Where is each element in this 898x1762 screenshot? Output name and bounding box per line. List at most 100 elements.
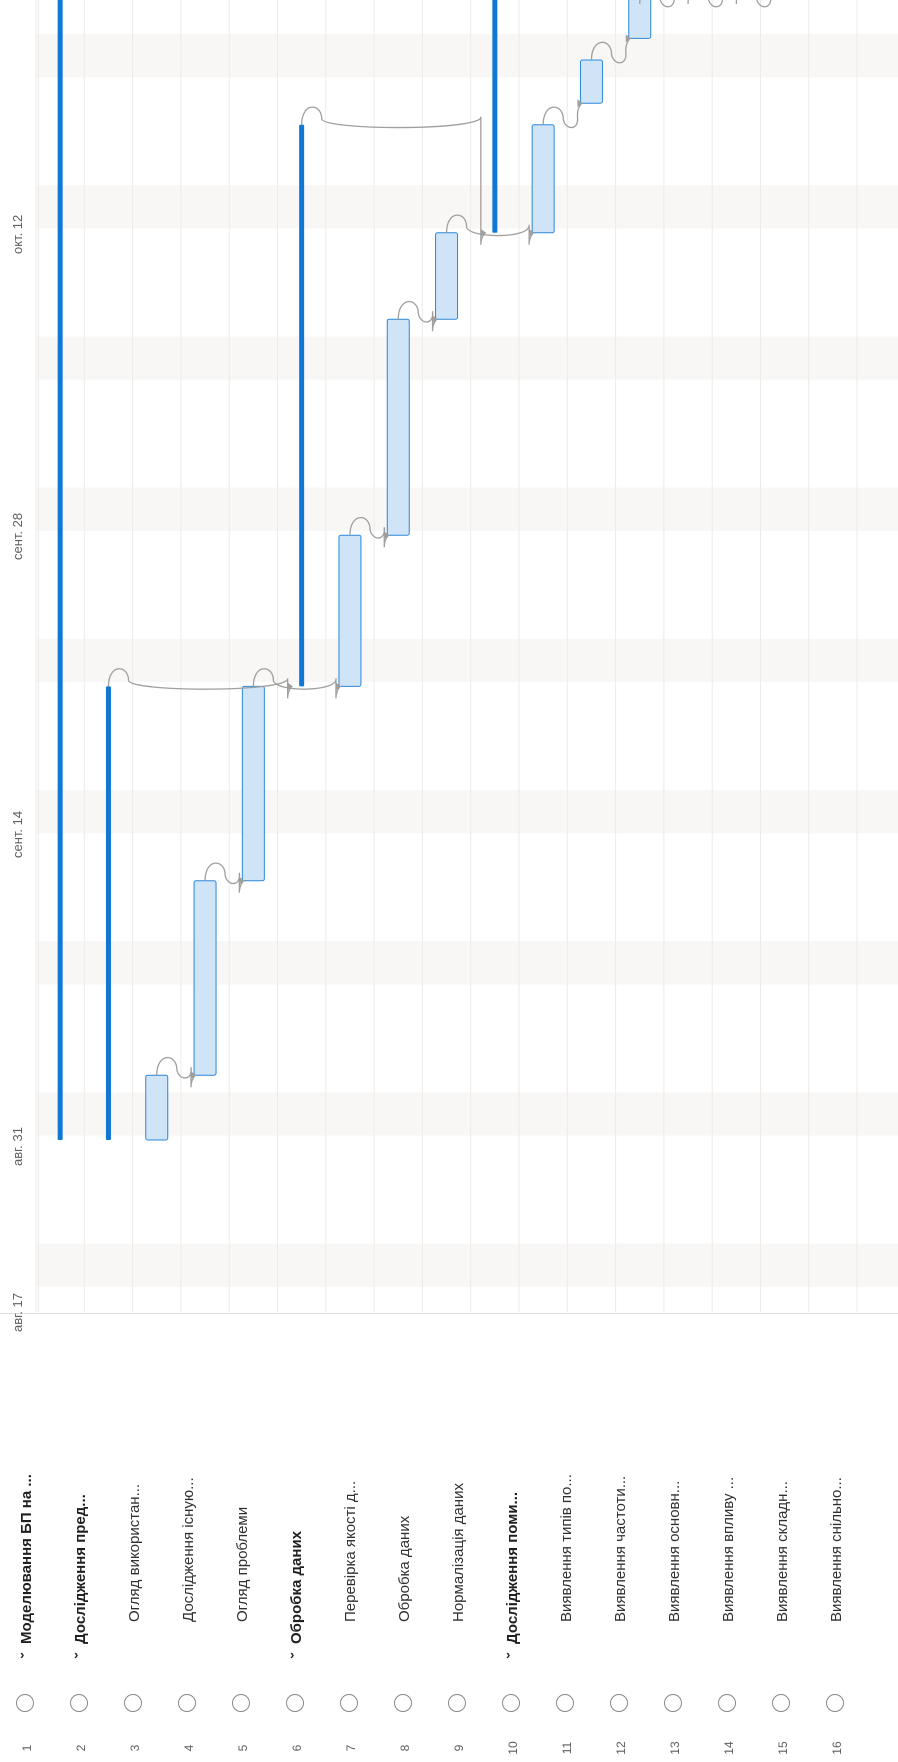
dependency-connector xyxy=(639,0,680,8)
task-row[interactable]: 12 Виявлення частоти... xyxy=(594,1312,648,1762)
task-name-text: Дослідження пред... xyxy=(72,1494,89,1644)
task-complete-checkbox[interactable] xyxy=(286,1694,304,1712)
chevron-down-icon[interactable]: › xyxy=(20,1647,25,1662)
gantt-chart xyxy=(35,0,898,1312)
weekend-band xyxy=(36,790,898,834)
row-number: 3 xyxy=(128,1744,142,1752)
task-bar xyxy=(386,318,410,536)
task-complete-checkbox[interactable] xyxy=(664,1694,682,1712)
dependency-arrow xyxy=(335,682,341,691)
date-label-sep-14: сент. 14 xyxy=(10,810,25,858)
task-row[interactable]: 11 Виявлення типів по... xyxy=(540,1312,594,1762)
task-row[interactable]: 16 Виявлення снільно... xyxy=(810,1312,864,1762)
task-name[interactable]: Виявлення складн... xyxy=(756,1481,810,1622)
task-complete-checkbox[interactable] xyxy=(340,1694,358,1712)
weekend-band xyxy=(36,34,898,78)
task-name[interactable]: › Дослідження пред... xyxy=(54,1494,108,1662)
task-grid: 1 › Моделювання БП на ... 2 › Дослідження пре… xyxy=(0,1312,898,1762)
summary-bar xyxy=(57,0,63,1140)
row-number: 8 xyxy=(398,1744,412,1752)
task-complete-checkbox[interactable] xyxy=(232,1694,250,1712)
task-name[interactable]: Виявлення снільно... xyxy=(810,1477,864,1622)
task-complete-checkbox[interactable] xyxy=(502,1694,520,1712)
row-number: 4 xyxy=(182,1744,196,1752)
task-complete-checkbox[interactable] xyxy=(16,1694,34,1712)
task-row[interactable]: 2 › Дослідження пред... xyxy=(54,1312,108,1762)
task-row[interactable]: 5 Огляд проблеми xyxy=(216,1312,270,1762)
grid-divider[interactable] xyxy=(0,1313,898,1314)
task-name[interactable]: Перевірка якості д... xyxy=(324,1481,378,1622)
dependency-connector xyxy=(735,0,776,8)
task-name[interactable]: Обробка даних xyxy=(378,1516,432,1622)
dependency-connector xyxy=(445,214,535,245)
task-row[interactable]: 10 › Дослідження поми... xyxy=(486,1312,540,1762)
task-name[interactable]: Огляд використан... xyxy=(108,1484,162,1622)
row-number: 13 xyxy=(668,1741,682,1755)
chevron-down-icon[interactable]: › xyxy=(74,1647,79,1662)
task-complete-checkbox[interactable] xyxy=(610,1694,628,1712)
row-number: 6 xyxy=(290,1744,304,1752)
summary-bar xyxy=(492,0,498,233)
task-name[interactable]: Нормалізація даних xyxy=(432,1483,486,1622)
row-number: 15 xyxy=(776,1741,790,1755)
task-name-text: Нормалізація даних xyxy=(450,1483,467,1622)
task-row[interactable]: 13 Виявлення основн... xyxy=(648,1312,702,1762)
task-row[interactable]: 14 Виявлення впливу ... xyxy=(702,1312,756,1762)
task-name[interactable]: Виявлення основн... xyxy=(648,1481,702,1622)
task-complete-checkbox[interactable] xyxy=(124,1694,142,1712)
task-name-text: Огляд проблеми xyxy=(234,1506,251,1622)
task-row[interactable]: 15 Виявлення складн... xyxy=(756,1312,810,1762)
task-complete-checkbox[interactable] xyxy=(178,1694,196,1712)
task-complete-checkbox[interactable] xyxy=(556,1694,574,1712)
task-bar xyxy=(145,1074,169,1141)
task-complete-checkbox[interactable] xyxy=(718,1694,736,1712)
task-name-text: Моделювання БП на ... xyxy=(18,1474,35,1644)
dependency-arrow xyxy=(625,34,631,43)
task-row[interactable]: 1 › Моделювання БП на ... xyxy=(0,1312,54,1762)
task-name-text: Огляд використан... xyxy=(126,1483,143,1622)
weekend-band xyxy=(36,1092,898,1136)
task-bar xyxy=(193,880,217,1076)
weekend-band xyxy=(36,638,898,683)
task-name-text: Обробка даних xyxy=(396,1515,413,1622)
timeline-header: авг. 17 авг. 31 сент. 14 сент. 28 окт. 1… xyxy=(0,0,39,1332)
row-number: 5 xyxy=(236,1744,250,1752)
task-complete-checkbox[interactable] xyxy=(70,1694,88,1712)
chevron-down-icon[interactable]: › xyxy=(506,1647,511,1662)
task-name[interactable]: Виявлення типів по... xyxy=(540,1474,594,1622)
row-number: 10 xyxy=(506,1741,520,1755)
task-name[interactable]: ›Обробка даних xyxy=(270,1531,324,1662)
task-name[interactable]: › Дослідження поми... xyxy=(486,1492,540,1662)
dependency-arrow xyxy=(480,228,486,237)
task-name[interactable]: › Моделювання БП на ... xyxy=(0,1474,54,1662)
dependency-arrow xyxy=(384,531,390,540)
task-row[interactable]: 8 Обробка даних xyxy=(378,1312,432,1762)
row-number: 7 xyxy=(344,1744,358,1752)
task-row[interactable]: 7 Перевірка якості д... xyxy=(324,1312,378,1762)
task-name[interactable]: Виявлення частоти... xyxy=(594,1476,648,1622)
summary-bar xyxy=(299,124,305,687)
task-row[interactable]: 9 Нормалізація даних xyxy=(432,1312,486,1762)
task-complete-checkbox[interactable] xyxy=(394,1694,412,1712)
dependency-connector xyxy=(397,301,438,332)
date-label-oct-12: окт. 12 xyxy=(10,214,25,254)
task-complete-checkbox[interactable] xyxy=(448,1694,466,1712)
chevron-down-icon[interactable]: › xyxy=(290,1647,295,1662)
task-complete-checkbox[interactable] xyxy=(826,1694,844,1712)
task-name-text: Дослідження існую... xyxy=(180,1477,197,1622)
task-row[interactable]: 3 Огляд використан... xyxy=(108,1312,162,1762)
task-name[interactable]: Огляд проблеми xyxy=(216,1507,270,1622)
task-name-text: Виявлення складн... xyxy=(774,1481,791,1622)
weekend-band xyxy=(36,185,898,229)
task-name[interactable]: Дослідження існую... xyxy=(162,1477,216,1622)
task-row[interactable]: 6 ›Обробка даних xyxy=(270,1312,324,1762)
task-row[interactable]: 4 Дослідження існую... xyxy=(162,1312,216,1762)
date-label-aug-17: авг. 17 xyxy=(10,1293,25,1332)
task-complete-checkbox[interactable] xyxy=(772,1694,790,1712)
dependency-connector xyxy=(301,106,487,245)
task-bar xyxy=(579,59,603,104)
task-bar xyxy=(628,0,652,39)
task-name[interactable]: Виявлення впливу ... xyxy=(702,1477,756,1622)
row-number: 9 xyxy=(452,1744,466,1752)
